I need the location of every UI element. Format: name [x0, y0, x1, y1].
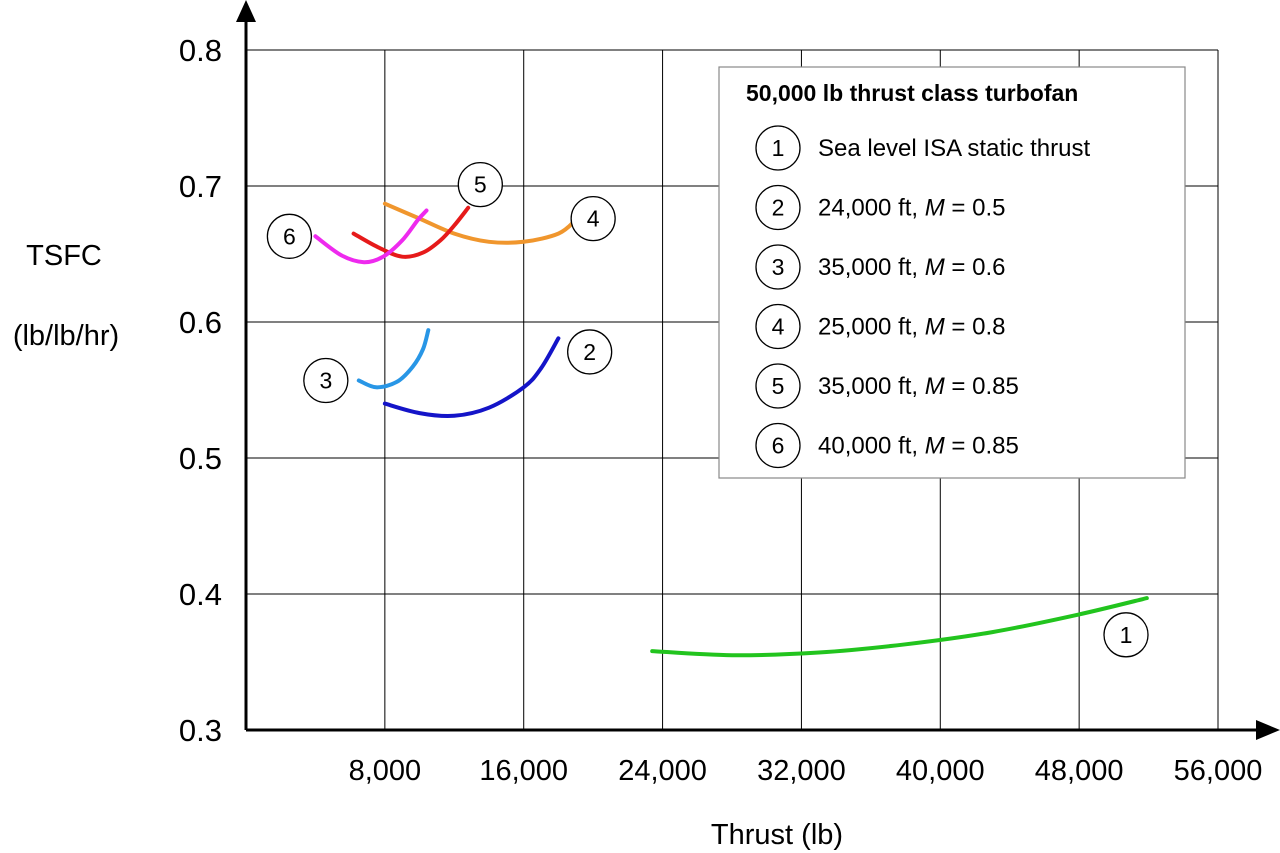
series-6-line — [313, 208, 429, 265]
series-2-marker-label: 2 — [583, 339, 596, 365]
series-1-marker-label: 1 — [1120, 622, 1133, 648]
x-tick-label: 32,000 — [757, 755, 846, 787]
x-tick-label: 16,000 — [479, 755, 568, 787]
axes — [236, 0, 1280, 740]
y-tick-labels: 0.3 0.4 0.5 0.6 0.7 0.8 — [179, 33, 222, 748]
legend-number: 1 — [772, 135, 785, 161]
legend-entry-text: 25,000 ft, M = 0.8 — [818, 314, 1005, 341]
legend-entry-text: 40,000 ft, M = 0.85 — [818, 433, 1019, 460]
legend-number: 3 — [772, 254, 785, 280]
legend-entries: 1 Sea level ISA static thrust 2 24,000 ft, … — [755, 125, 1090, 469]
legend-number-circle — [755, 422, 801, 469]
series-6-marker-circle — [266, 213, 313, 259]
series-4-marker-circle — [570, 195, 616, 242]
legend-entry-text: 35,000 ft, M = 0.85 — [818, 373, 1019, 400]
legend-number-circle — [755, 363, 801, 409]
x-tick-label: 48,000 — [1035, 755, 1124, 787]
y-tick-label: 0.5 — [179, 441, 222, 476]
x-tick-label: 24,000 — [618, 755, 707, 787]
series-4-marker-label: 4 — [587, 206, 600, 232]
series-3-marker-label: 3 — [319, 367, 332, 393]
x-tick-labels: 8,000 16,000 24,000 32,000 40,000 48,000 56,00… — [349, 755, 1263, 787]
series-5-marker-circle — [457, 161, 503, 208]
legend-entry-text: 35,000 ft, M = 0.6 — [818, 254, 1005, 281]
series-5-marker-label: 5 — [474, 172, 487, 198]
legend-entry-text: Sea level ISA static thrust — [818, 135, 1090, 162]
x-tick-label: 56,000 — [1174, 755, 1263, 787]
series-layer — [313, 201, 1149, 658]
y-axis-title: TSFC — [26, 240, 102, 272]
series-2-line — [382, 336, 561, 419]
legend-title: 50,000 lb thrust class turbofan — [746, 80, 1078, 106]
x-axis-title: Thrust (lb) — [711, 819, 843, 851]
y-tick-label: 0.7 — [179, 169, 222, 204]
legend-number: 5 — [772, 373, 785, 399]
y-axis-arrow-icon — [236, 0, 256, 22]
series-2-marker-circle — [567, 329, 613, 375]
x-tick-label: 8,000 — [349, 755, 422, 787]
legend-entry-text: 24,000 ft, M = 0.5 — [818, 195, 1005, 222]
series-1-marker-circle — [1103, 612, 1149, 658]
x-tick-label: 40,000 — [896, 755, 985, 787]
series-6-marker-label: 6 — [283, 223, 296, 249]
series-5-line — [351, 205, 471, 259]
legend: 50,000 lb thrust class turbofan 1 Sea lev… — [718, 66, 1186, 479]
y-tick-label: 0.4 — [179, 577, 222, 612]
series-3-marker-circle — [303, 357, 349, 404]
legend-number-circle — [755, 303, 801, 350]
legend-number-circle — [755, 184, 801, 231]
y-tick-label: 0.8 — [179, 33, 222, 68]
y-tick-label: 0.6 — [179, 305, 222, 340]
y-tick-label: 0.3 — [179, 713, 222, 748]
legend-number: 2 — [772, 195, 785, 221]
legend-number: 4 — [772, 314, 785, 340]
series-1-line — [650, 596, 1149, 658]
series-labels: 1 2 3 4 5 6 — [266, 161, 1149, 658]
y-axis-unit: (lb/lb/hr) — [13, 320, 119, 352]
series-3-line — [356, 328, 431, 390]
x-axis-arrow-icon — [1256, 720, 1280, 740]
legend-number-circle — [755, 244, 801, 290]
legend-number-circle — [755, 125, 801, 171]
legend-number: 6 — [772, 433, 785, 459]
